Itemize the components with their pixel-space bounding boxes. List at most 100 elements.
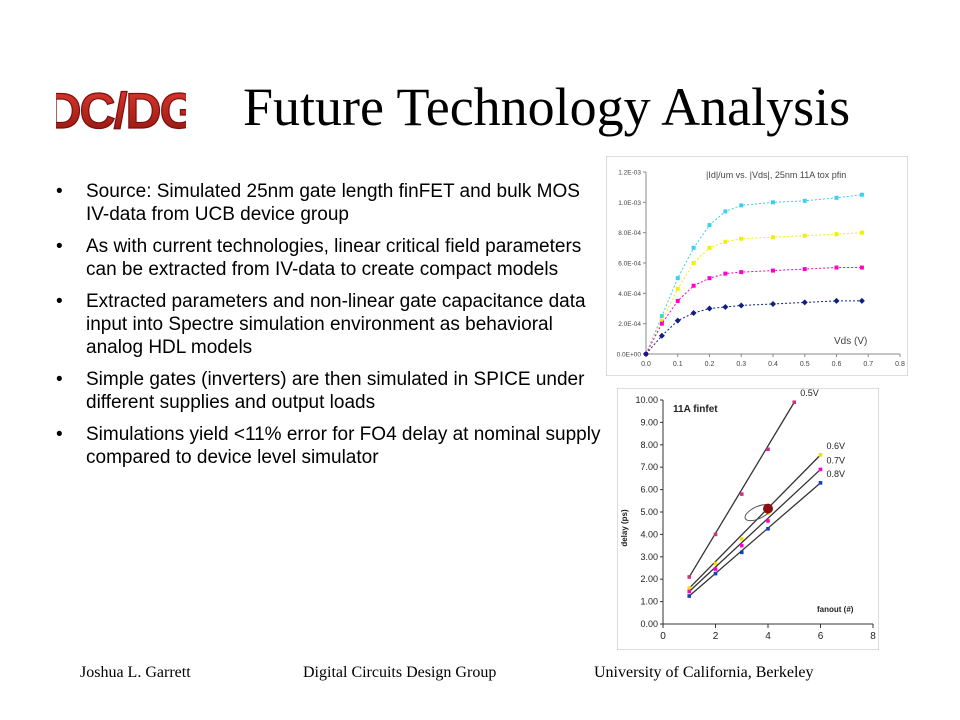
y-tick-label: 1.00: [640, 597, 658, 607]
delay-data-point: [687, 589, 692, 594]
footer-group: Digital Circuits Design Group: [303, 664, 497, 681]
iv-data-point: [691, 283, 696, 288]
delay-data-point: [818, 453, 823, 457]
x-tick-label: 0.2: [705, 361, 715, 368]
iv-data-point: [659, 321, 664, 326]
y-tick-label: 8.00: [640, 440, 658, 450]
delay-series-line: [688, 454, 821, 589]
y-tick-label: 10.00: [635, 395, 658, 405]
series-label: 0.8V: [827, 469, 846, 479]
x-tick-label: 0.0: [641, 361, 651, 368]
iv-data-point: [659, 318, 664, 323]
delay-data-point: [739, 537, 744, 541]
x-tick-label: 0.6: [832, 361, 842, 368]
bullet-list: • Source: Simulated 25nm gate length finF…: [48, 180, 608, 478]
iv-data-point: [802, 267, 807, 272]
highlight-point: [763, 503, 773, 514]
delay-series-line: [688, 482, 821, 597]
delay-fanout-chart: 11A finfet fanout (#) delay (ps) 0 2 4 6 8 0.…: [617, 388, 879, 650]
delay-chart-ylabel: delay (ps): [620, 509, 629, 547]
series-label: 0.6V: [827, 441, 846, 451]
iv-data-point: [674, 317, 681, 324]
y-tick-label: 1.0E-03: [618, 200, 641, 207]
delay-data-point: [687, 586, 692, 590]
footer-author: Joshua L. Garrett: [80, 664, 191, 681]
delay-data-point: [713, 532, 718, 537]
iv-data-point: [723, 239, 728, 244]
iv-data-point: [675, 286, 680, 291]
iv-data-point: [723, 209, 728, 214]
delay-data-point: [687, 594, 692, 598]
bullet-item: • Extracted parameters and non-linear gat…: [48, 290, 608, 359]
y-tick-label: 2.0E-04: [618, 321, 641, 328]
iv-data-point: [706, 305, 713, 312]
footer-university: University of California, Berkeley: [594, 664, 814, 681]
bullet-item: • Simple gates (inverters) are then simul…: [48, 368, 608, 414]
delay-data-point: [739, 550, 744, 555]
bullet-item: • As with current technologies, linear cr…: [48, 235, 608, 281]
dcdg-logo: DC/DG: [56, 82, 186, 139]
iv-data-point: [771, 200, 775, 205]
iv-data-point: [739, 203, 744, 208]
bullet-marker: •: [56, 236, 63, 257]
y-tick-label: 0.0E+00: [617, 352, 642, 359]
iv-data-point: [722, 303, 729, 310]
iv-data-point: [675, 298, 680, 303]
iv-data-point: [707, 245, 712, 250]
y-tick-label: 3.00: [640, 552, 658, 562]
y-tick-label: 7.00: [640, 462, 658, 472]
iv-data-point: [802, 233, 807, 238]
bullet-marker: •: [56, 369, 63, 390]
iv-data-point: [859, 192, 864, 197]
x-tick-label: 0.5: [800, 361, 810, 368]
iv-data-point: [770, 300, 776, 307]
x-tick-label: 0.4: [768, 361, 778, 368]
iv-data-point: [833, 297, 840, 304]
delay-data-point: [792, 400, 797, 405]
logo-text: DC/DG: [56, 83, 186, 139]
iv-data-point: [858, 297, 865, 304]
x-tick-label: 2: [713, 631, 719, 642]
delay-data-point: [687, 575, 692, 579]
iv-data-point: [659, 314, 664, 319]
iv-data-point: [643, 351, 649, 357]
iv-data-point: [707, 223, 712, 228]
iv-data-point: [691, 245, 696, 250]
bullet-text: Source: Simulated 25nm gate length finFE…: [86, 181, 580, 225]
iv-data-point: [859, 230, 864, 235]
y-tick-label: 1.2E-03: [618, 170, 641, 177]
delay-series-line: [688, 468, 821, 592]
iv-data-point: [771, 268, 775, 273]
bullet-text: As with current technologies, linear cri…: [86, 236, 582, 280]
iv-data-point: [834, 265, 839, 270]
slide-title: Future Technology Analysis: [243, 77, 851, 137]
iv-chart-title: |Id|/um vs. |Vds|, 25nm 11A tox pfin: [706, 170, 846, 180]
y-tick-label: 6.0E-04: [618, 261, 641, 268]
iv-data-point: [738, 302, 745, 309]
delay-data-point: [713, 571, 718, 576]
bullet-marker: •: [56, 424, 63, 445]
x-tick-label: 4: [765, 631, 771, 642]
y-tick-label: 8.0E-04: [618, 230, 641, 237]
y-tick-label: 9.00: [640, 417, 658, 427]
bullet-text: Extracted parameters and non-linear gate…: [86, 291, 586, 358]
iv-data-point: [801, 299, 808, 306]
series-label: 0.7V: [827, 455, 846, 465]
iv-data-point: [691, 261, 696, 265]
delay-data-point: [766, 527, 770, 531]
x-tick-label: 0.7: [863, 361, 873, 368]
x-tick-label: 0.3: [736, 361, 746, 368]
iv-series-line: [645, 267, 862, 355]
bullet-marker: •: [56, 181, 63, 202]
delay-data-point: [739, 543, 744, 548]
x-tick-label: 0.8: [895, 361, 905, 368]
iv-data-point: [723, 271, 728, 276]
x-tick-label: 0.1: [673, 361, 683, 368]
y-tick-label: 2.00: [640, 574, 658, 584]
iv-chart-xlabel: Vds (V): [834, 336, 867, 347]
delay-data-point: [713, 567, 718, 571]
iv-curve-chart: |Id|/um vs. |Vds|, 25nm 11A tox pfin Vds…: [606, 156, 908, 376]
bullet-item: • Source: Simulated 25nm gate length finF…: [48, 180, 608, 226]
delay-series-line: [688, 401, 795, 578]
x-tick-label: 8: [870, 631, 876, 642]
